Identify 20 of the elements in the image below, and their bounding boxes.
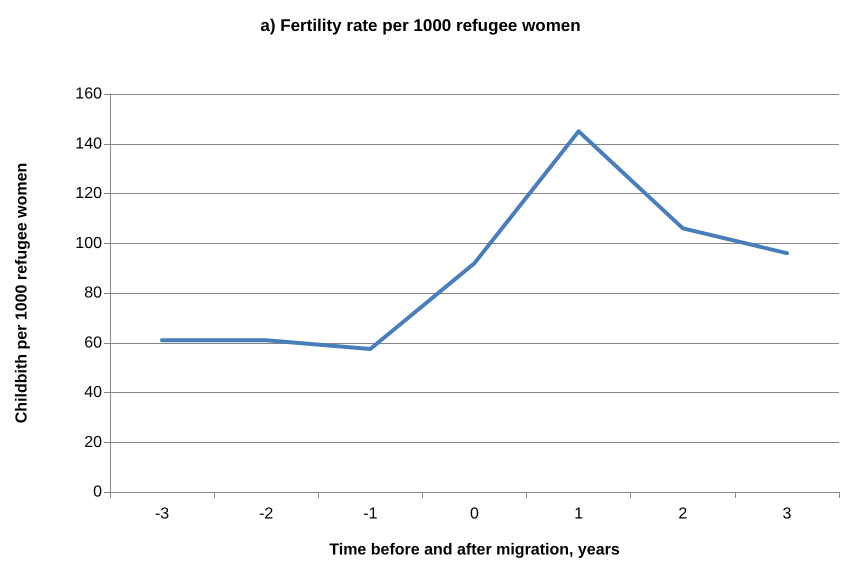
x-tick-label: 1	[574, 506, 584, 522]
y-tick-label: 40	[84, 384, 102, 401]
x-tick-label: -3	[154, 506, 170, 522]
x-tick-label: 0	[470, 506, 480, 522]
line-series	[160, 129, 789, 351]
y-tick-label: 60	[84, 334, 102, 352]
y-tick-label: 160	[75, 86, 102, 102]
x-tick-label: -2	[259, 506, 274, 522]
y-tick-label: 100	[75, 234, 102, 252]
x-tick-label: 2	[678, 506, 688, 522]
x-tick-label: 3	[782, 506, 792, 522]
y-tick-label: 120	[75, 185, 102, 202]
y-tick-label: 140	[75, 135, 102, 152]
y-tick-label: 0	[93, 484, 102, 500]
x-axis-title: Time before and after migration, years	[329, 542, 620, 558]
x-tick-label: -1	[363, 506, 378, 522]
chart-title: a) Fertility rate per 1000 refugee women	[260, 16, 581, 35]
y-tick-label: 20	[84, 434, 102, 451]
y-tick-label: 80	[84, 284, 102, 302]
y-axis-title: Childbith per 1000 refugee women	[14, 162, 30, 424]
